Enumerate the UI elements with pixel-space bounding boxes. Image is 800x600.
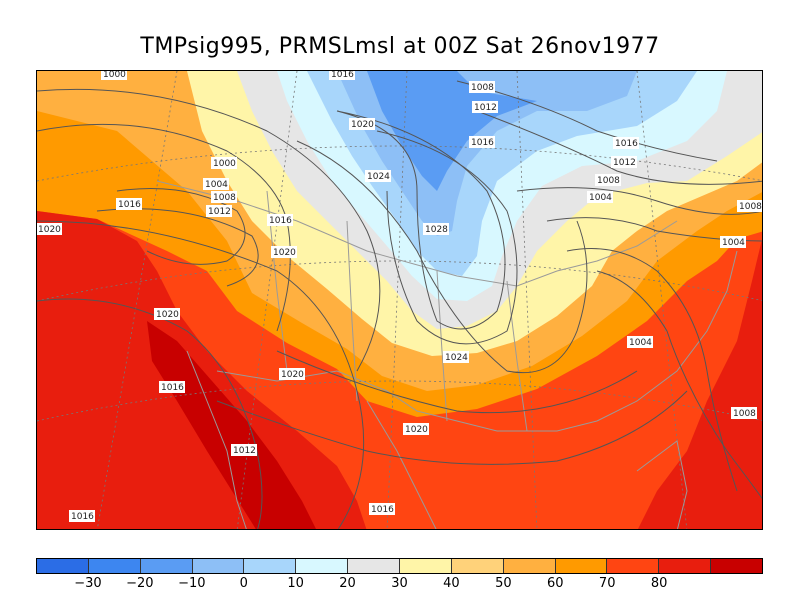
colorbar-tick-label: 20	[339, 576, 356, 591]
colorbar-swatch	[296, 559, 349, 573]
isobar-label: 1000	[103, 71, 126, 80]
colorbar-swatch	[244, 559, 297, 573]
isobar-label: 1016	[331, 71, 354, 80]
isobars	[37, 80, 762, 529]
isobar-label: 1012	[613, 158, 636, 168]
colorbar-swatch	[451, 559, 504, 573]
colorbar	[36, 558, 763, 574]
isobar-label: 1004	[205, 180, 228, 190]
isobar-label: 1024	[367, 172, 390, 182]
colorbar-swatch	[607, 559, 660, 573]
colorbar-tick-label: 10	[287, 576, 304, 591]
isobar-label: 1008	[213, 193, 236, 203]
isobar-label: 1008	[739, 202, 762, 212]
colorbar-tick-label: 30	[391, 576, 408, 591]
colorbar-swatch	[88, 559, 141, 573]
colorbar-swatch	[192, 559, 245, 573]
isobar-label: 1016	[371, 505, 394, 515]
colorbar-swatch	[348, 559, 401, 573]
isobar-label: 1008	[597, 176, 620, 186]
isobar-label: 1004	[629, 338, 652, 348]
temperature-pressure-map: 1000 1016 1008 1012 1020 1016 1016 1012 …	[37, 71, 762, 529]
isobar-label: 1012	[474, 103, 497, 113]
map-title: TMPsig995, PRMSLmsl at 00Z Sat 26nov1977	[140, 34, 660, 59]
colorbar-swatch	[555, 559, 608, 573]
isobar-label: 1016	[471, 138, 494, 148]
colorbar-tick-label: −30	[74, 576, 102, 591]
isobar-label: 1000	[213, 159, 236, 169]
band-80-90	[147, 321, 316, 529]
isobar-label: 1024	[445, 353, 468, 363]
colorbar-tick-label: 70	[598, 576, 616, 591]
isobar-label: 1020	[273, 248, 296, 258]
isobar-label: 1016	[161, 383, 184, 393]
colorbar-tick-label: 50	[495, 576, 512, 591]
colorbar-tick-label: 40	[443, 576, 460, 591]
isobar-label: 1016	[269, 216, 292, 226]
colorbar-tick-label: 0	[239, 576, 248, 591]
isobar-label: 1012	[233, 446, 256, 456]
isobar-label: 1012	[208, 207, 231, 217]
isobar-label: 1008	[733, 409, 756, 419]
colorbar-swatch	[400, 559, 452, 573]
colorbar-tick-label: 80	[650, 576, 668, 591]
isobar-label: 1020	[156, 310, 179, 320]
isobar-labels: 1000 1016 1008 1012 1020 1016 1016 1012 …	[37, 71, 762, 522]
isobar-label: 1004	[589, 193, 612, 203]
isobar-label: 1016	[615, 139, 638, 149]
colorbar-tick-label: 60	[547, 576, 564, 591]
isobar-label: 1028	[425, 225, 448, 235]
colorbar-swatch	[37, 559, 89, 573]
isobar-label: 1020	[351, 120, 374, 130]
isobar-label: 1020	[281, 370, 304, 380]
colorbar-swatch	[659, 559, 712, 573]
colorbar-swatch	[140, 559, 193, 573]
isobar-label: 1008	[471, 83, 494, 93]
colorbar-tick-label: −10	[178, 576, 206, 591]
colorbar-swatch	[711, 559, 763, 573]
map-panel: 1000 1016 1008 1012 1020 1016 1016 1012 …	[36, 70, 763, 530]
colorbar-swatch	[503, 559, 556, 573]
isobar-label: 1004	[722, 238, 745, 248]
isobar-label: 1016	[118, 200, 141, 210]
isobar-label: 1020	[405, 425, 428, 435]
isobar-label: 1016	[71, 512, 94, 522]
isobar-label: 1020	[38, 225, 61, 235]
colorbar-tick-label: −20	[126, 576, 154, 591]
